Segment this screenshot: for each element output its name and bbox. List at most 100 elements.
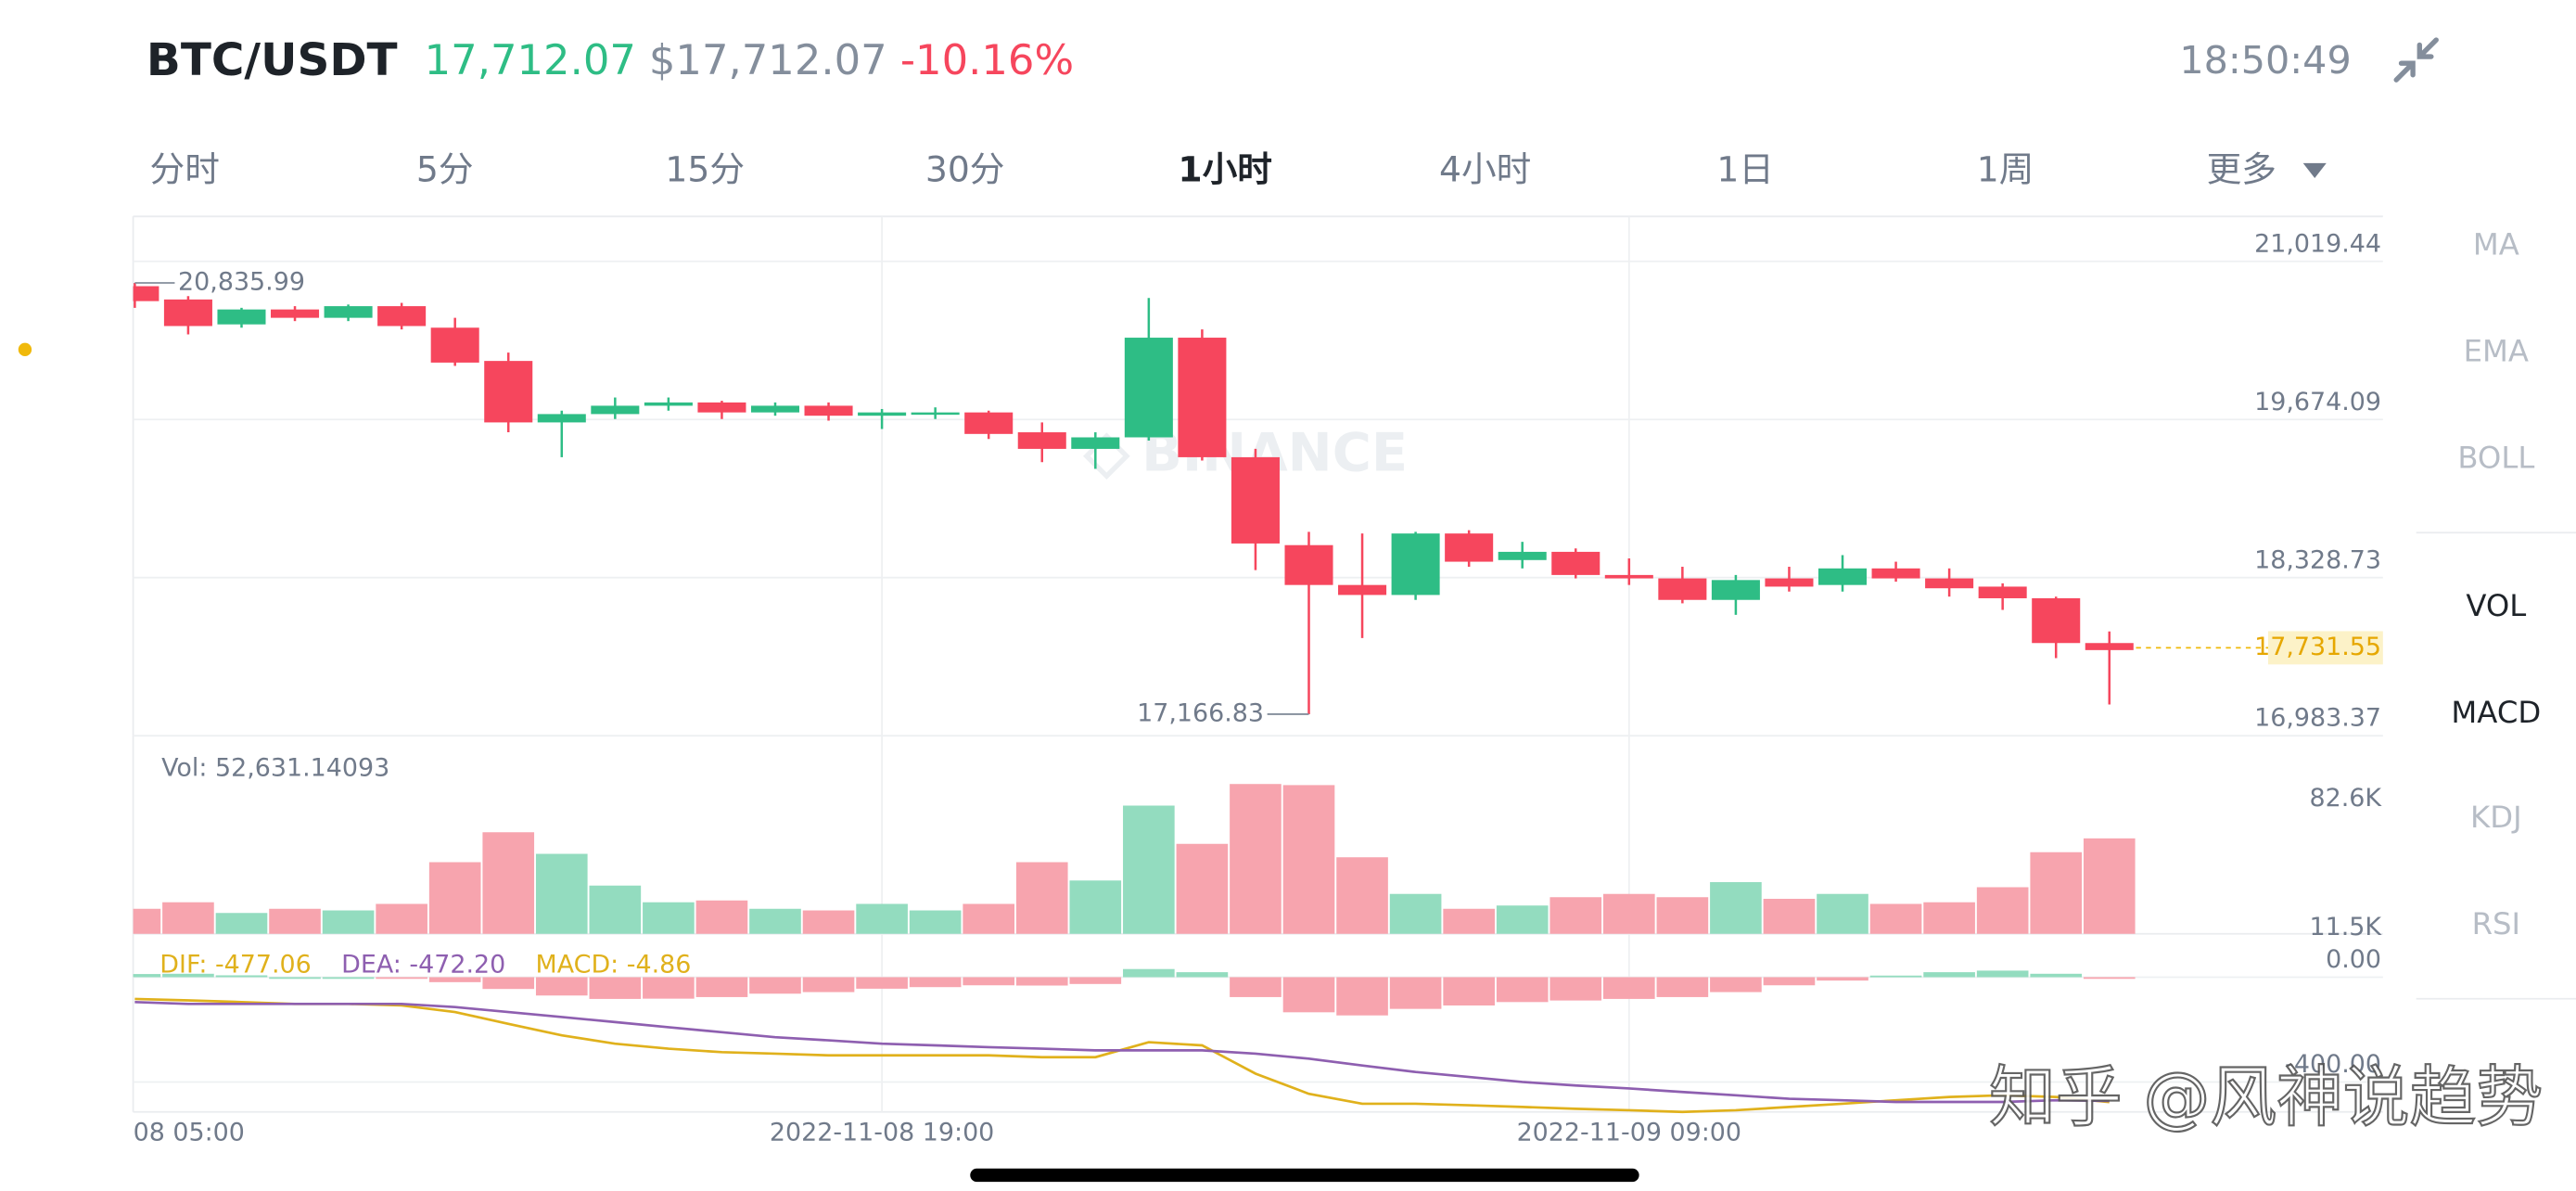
volume-bar <box>695 900 748 934</box>
macd-bar <box>1123 968 1175 978</box>
home-indicator <box>970 1168 1639 1183</box>
tab[interactable]: 4小时 <box>1439 148 1531 189</box>
candle-body <box>271 309 320 318</box>
y-tick-label: 82.6K <box>2309 784 2382 813</box>
candle-body <box>1124 338 1173 438</box>
macd-bar <box>162 973 214 978</box>
candle-body <box>1551 551 1600 575</box>
tab[interactable]: 1小时 <box>1178 148 1272 189</box>
macd-bar <box>376 977 427 980</box>
usd-price: $17,712.07 <box>649 35 887 84</box>
tab[interactable]: 1日 <box>1716 148 1774 189</box>
legend-entry: DEA: -472.20 <box>341 950 505 979</box>
logo-mark <box>1083 432 1130 480</box>
candle-body <box>2032 597 2081 644</box>
y-tick-label: 0.00 <box>2326 945 2381 974</box>
volume-bar <box>1282 785 1335 934</box>
macd-bar <box>1282 977 1335 1013</box>
candle-body <box>133 286 159 301</box>
candle-body <box>1017 432 1066 449</box>
indicator[interactable]: VOL <box>2466 588 2526 623</box>
candle-body <box>1765 578 1814 587</box>
macd-bar <box>428 977 481 982</box>
y-tick-label: 18,328.73 <box>2254 545 2381 574</box>
tab[interactable]: 5分 <box>416 148 474 189</box>
macd-bar <box>133 974 161 978</box>
candle-body <box>163 299 212 327</box>
macd-bar <box>1763 977 1816 986</box>
candle-body <box>1445 533 1494 562</box>
macd-bar <box>1069 977 1122 984</box>
volume-bar <box>1015 862 1068 934</box>
macd-bar <box>909 977 962 988</box>
indicator-line <box>134 1000 2110 1104</box>
indicator[interactable]: KDJ <box>2470 800 2522 835</box>
indicator[interactable]: RSI <box>2472 906 2520 941</box>
candle-body <box>2085 643 2134 650</box>
macd-bar <box>1336 977 1388 1016</box>
y-tick-label: 11.5K <box>2309 913 2382 941</box>
volume-bar <box>1710 882 1762 934</box>
candle-body <box>697 402 746 413</box>
arrow <box>2417 37 2439 59</box>
candle-body <box>858 412 907 416</box>
candle-body <box>1817 568 1868 585</box>
macd-bar <box>2030 973 2083 978</box>
volume-bar <box>1123 805 1175 934</box>
candle-body <box>1178 338 1227 457</box>
collapse-icon[interactable] <box>2393 37 2439 83</box>
volume-bar <box>1443 908 1495 934</box>
macd-bar <box>1015 977 1068 986</box>
tab[interactable]: 分时 <box>150 148 220 189</box>
candle-body <box>430 327 479 363</box>
candle-body <box>377 306 427 327</box>
indicator[interactable]: EMA <box>2464 333 2529 368</box>
x-tick-label: 08 05:00 <box>134 1119 245 1147</box>
candle-body <box>1071 437 1120 449</box>
volume-bar <box>1923 902 1975 934</box>
macd-bar <box>1389 977 1442 1009</box>
tab[interactable]: 30分 <box>925 148 1005 189</box>
tab[interactable]: 15分 <box>665 148 745 189</box>
candle-body <box>324 306 373 318</box>
volume-bar <box>162 902 214 934</box>
candle-body <box>1658 578 1707 600</box>
macd-bar <box>2083 977 2136 980</box>
volume-bar <box>1602 893 1655 934</box>
candle-body <box>644 402 693 406</box>
volume-bar <box>1656 897 1709 934</box>
volume-bar <box>1176 843 1229 934</box>
volume-bar <box>269 908 321 934</box>
y-tick-label: 21,019.44 <box>2254 229 2381 258</box>
volume-bar <box>802 910 855 934</box>
symbol: BTC/USDT <box>147 34 398 86</box>
macd-bar <box>1710 977 1762 992</box>
tab[interactable]: 更多 <box>2207 148 2276 189</box>
volume-bar <box>1763 899 1816 934</box>
macd-bar <box>269 977 321 980</box>
volume-bar <box>133 908 161 934</box>
candle-body <box>1925 578 1974 589</box>
volume-bar <box>589 885 642 934</box>
macd-bar <box>802 977 855 992</box>
indicator[interactable]: MA <box>2473 227 2519 263</box>
tab[interactable]: 1周 <box>1977 148 2034 189</box>
volume-bar <box>909 910 962 934</box>
volume-bar <box>376 903 427 934</box>
legend-entry: MACD: -4.86 <box>536 950 692 979</box>
y-tick-label: 19,674.09 <box>2254 388 2381 416</box>
macd-bar <box>1923 972 1975 978</box>
macd-bar <box>1496 977 1549 1003</box>
volume-bar <box>215 913 268 934</box>
volume-bar <box>1069 880 1122 934</box>
indicator[interactable]: BOLL <box>2457 440 2534 475</box>
clock: 18:50:49 <box>2179 38 2351 83</box>
candle-body <box>750 405 800 413</box>
candle-body <box>1391 533 1440 596</box>
y-tick-label: -400.00 <box>2285 1050 2381 1079</box>
dot <box>18 342 32 357</box>
extreme-label: 20,835.99 <box>178 267 305 296</box>
indicator[interactable]: MACD <box>2451 695 2541 730</box>
watermark: 知乎 @风神说趋势 <box>1989 1058 2543 1136</box>
